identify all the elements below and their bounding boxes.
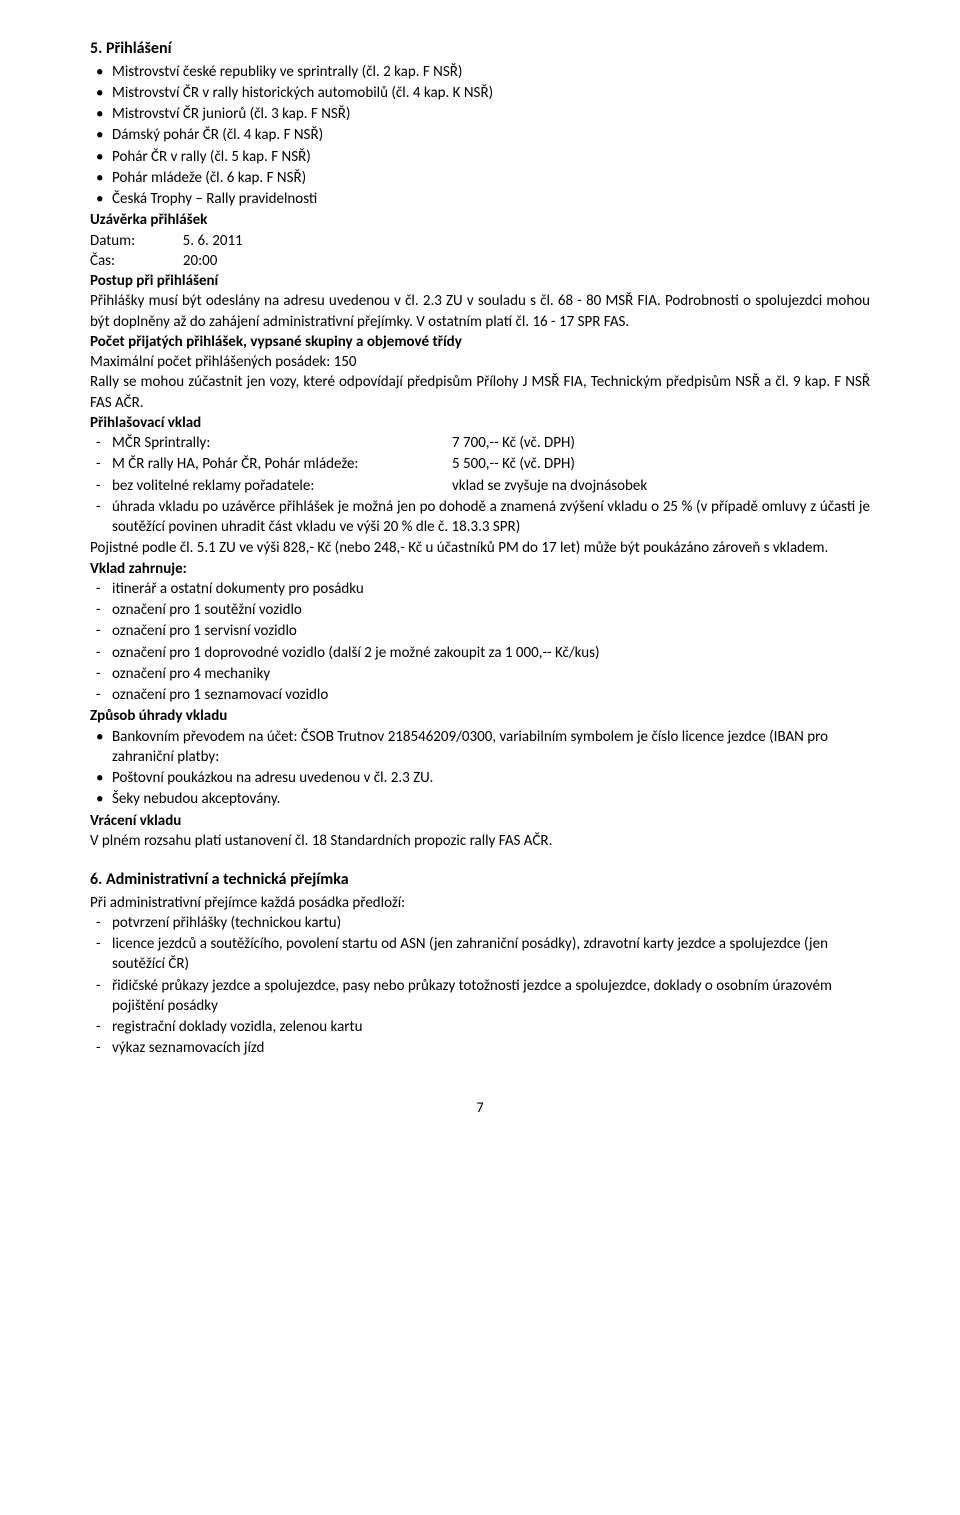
refund-heading: Vrácení vkladu (90, 811, 870, 831)
list-item: označení pro 1 servisní vozidlo (90, 621, 870, 641)
list-item: Pohár ČR v rally (čl. 5 kap. F NSŘ) (90, 147, 870, 167)
list-item: Pohár mládeže (čl. 6 kap. F NSŘ) (90, 168, 870, 188)
list-item: výkaz seznamovacích jízd (90, 1038, 870, 1058)
fee-extra: úhrada vkladu po uzávěrce přihlášek je m… (90, 497, 870, 538)
procedure-text: Přihlášky musí být odeslány na adresu uv… (90, 291, 870, 332)
fee-row: M ČR rally HA, Pohár ČR, Pohár mládeže: … (90, 454, 870, 474)
section-5-title: 5. Přihlášení (90, 38, 870, 60)
cas-label: Čas: (90, 252, 115, 270)
count-text-1: Maximální počet přihlášených posádek: 15… (90, 352, 870, 372)
fee-value: 5 500,-- Kč (vč. DPH) (452, 454, 870, 474)
list-item: označení pro 4 mechaniky (90, 664, 870, 684)
list-item: Česká Trophy – Rally pravidelnosti (90, 189, 870, 209)
cas-row: Čas: 20:00 (90, 251, 870, 271)
fee-heading: Přihlašovací vklad (90, 413, 870, 433)
fee-row: bez volitelné reklamy pořadatele: vklad … (90, 476, 870, 496)
includes-heading: Vklad zahrnuje: (90, 559, 870, 579)
fee-label: MČR Sprintrally: (112, 433, 452, 453)
list-item: licence jezdců a soutěžícího, povolení s… (90, 934, 870, 975)
list-item: řidičské průkazy jezdce a spolujezdce, p… (90, 976, 870, 1017)
datum-value: 5. 6. 2011 (183, 232, 243, 250)
fee-label: M ČR rally HA, Pohár ČR, Pohár mládeže: (112, 454, 452, 474)
section-6-list: potvrzení přihlášky (technickou kartu) l… (90, 913, 870, 1059)
section-5: 5. Přihlášení Mistrovství české republik… (90, 38, 870, 851)
championship-list: Mistrovství české republiky ve sprintral… (90, 62, 870, 210)
includes-list: itinerář a ostatní dokumenty pro posádku… (90, 579, 870, 706)
payment-heading: Způsob úhrady vkladu (90, 706, 870, 726)
list-item: Mistrovství ČR juniorů (čl. 3 kap. F NSŘ… (90, 104, 870, 124)
list-item: Šeky nebudou akceptovány. (90, 789, 870, 809)
list-item: itinerář a ostatní dokumenty pro posádku (90, 579, 870, 599)
fee-value: 7 700,-- Kč (vč. DPH) (452, 433, 870, 453)
datum-label: Datum: (90, 232, 135, 250)
section-6-title: 6. Administrativní a technická přejímka (90, 869, 870, 891)
section-6: 6. Administrativní a technická přejímka … (90, 869, 870, 1059)
fee-label: bez volitelné reklamy pořadatele: (112, 476, 452, 496)
list-item: označení pro 1 soutěžní vozidlo (90, 600, 870, 620)
count-text-2: Rally se mohou zúčastnit jen vozy, které… (90, 372, 870, 413)
list-item: Poštovní poukázkou na adresu uvedenou v … (90, 768, 870, 788)
list-item: Mistrovství ČR v rally historických auto… (90, 83, 870, 103)
fee-value: vklad se zvyšuje na dvojnásobek (452, 476, 870, 496)
datum-row: Datum: 5. 6. 2011 (90, 231, 870, 251)
section-6-intro: Při administrativní přejímce každá posád… (90, 893, 870, 913)
list-item: Bankovním převodem na účet: ČSOB Trutnov… (90, 727, 870, 768)
procedure-heading: Postup při přihlášení (90, 271, 870, 291)
fee-row: MČR Sprintrally: 7 700,-- Kč (vč. DPH) (90, 433, 870, 453)
insurance-text: Pojistné podle čl. 5.1 ZU ve výši 828,- … (90, 538, 870, 558)
refund-text: V plném rozsahu platí ustanovení čl. 18 … (90, 831, 870, 851)
list-item: registrační doklady vozidla, zelenou kar… (90, 1017, 870, 1037)
payment-list: Bankovním převodem na účet: ČSOB Trutnov… (90, 727, 870, 810)
cas-value: 20:00 (183, 252, 217, 270)
deadline-heading: Uzávěrka přihlášek (90, 210, 870, 230)
page-number: 7 (90, 1099, 870, 1118)
list-item: označení pro 1 seznamovací vozidlo (90, 685, 870, 705)
count-heading: Počet přijatých přihlášek, vypsané skupi… (90, 332, 870, 352)
list-item: označení pro 1 doprovodné vozidlo (další… (90, 643, 870, 663)
list-item: potvrzení přihlášky (technickou kartu) (90, 913, 870, 933)
list-item: Mistrovství české republiky ve sprintral… (90, 62, 870, 82)
list-item: Dámský pohár ČR (čl. 4 kap. F NSŘ) (90, 125, 870, 145)
